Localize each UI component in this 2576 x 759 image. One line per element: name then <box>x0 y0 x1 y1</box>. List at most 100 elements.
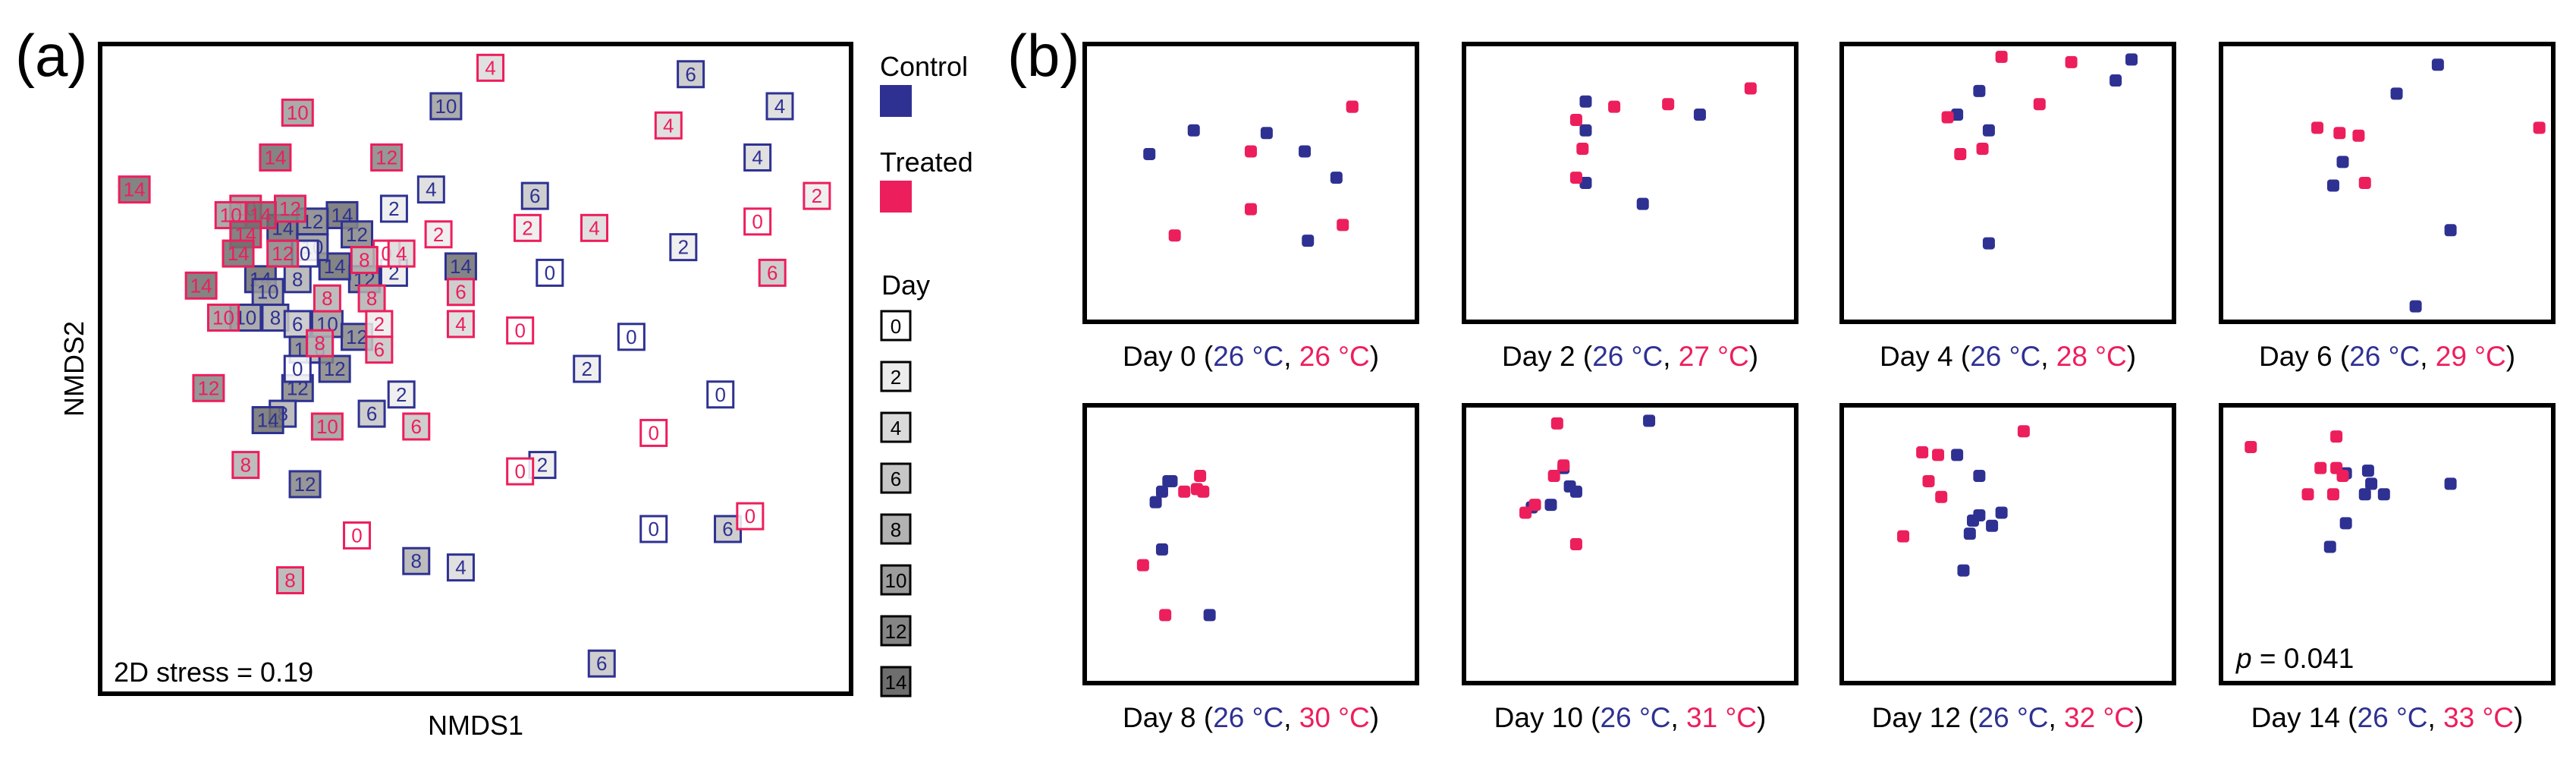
point-day-label: 8 <box>314 332 325 354</box>
control-point <box>2323 540 2336 553</box>
point-day-label: 14 <box>264 146 286 168</box>
point-day-label: 10 <box>435 95 457 118</box>
control-point <box>1957 564 1970 577</box>
treated-point: 12 <box>274 194 306 223</box>
treated-point <box>1569 113 1582 126</box>
point-day-label: 2 <box>522 216 532 239</box>
control-point <box>1636 197 1649 210</box>
caption-sep: , <box>1670 702 1686 733</box>
point-box <box>313 284 341 313</box>
legend-day-item: 2 <box>880 361 912 392</box>
caption-control-temp: 26 °C <box>2349 341 2420 372</box>
caption-control-temp: 26 °C <box>1601 702 1671 733</box>
treated-point <box>2314 461 2327 474</box>
control-point <box>1187 124 1200 137</box>
point-day-label: 10 <box>287 101 309 124</box>
control-point: 4 <box>765 92 794 121</box>
legend-day-value: 10 <box>885 569 907 592</box>
treated-point: 2 <box>513 213 542 242</box>
control-point: 12 <box>288 470 322 499</box>
subplot-frame <box>1839 403 2176 685</box>
control-point <box>1302 235 1315 247</box>
control-point: 12 <box>341 220 374 249</box>
treated-point <box>1337 219 1349 231</box>
control-point: 0 <box>617 323 646 351</box>
point-day-label: 8 <box>270 306 281 329</box>
point-day-label: 0 <box>514 319 525 342</box>
legend-day-swatch <box>880 615 912 647</box>
point-day-label: 14 <box>228 242 250 265</box>
treated-point: 6 <box>758 258 787 287</box>
point-day-label: 6 <box>767 261 778 284</box>
treated-point <box>1168 229 1181 242</box>
treated-point: 14 <box>259 143 292 172</box>
point-box <box>266 239 300 268</box>
legend-treated-label: Treated <box>880 146 973 178</box>
legend-control-swatch <box>880 85 912 117</box>
treated-point <box>2333 127 2346 140</box>
point-day-label: 6 <box>596 652 607 675</box>
legend-day-item: 4 <box>880 411 912 443</box>
control-point <box>1563 480 1576 493</box>
point-day-label: 14 <box>257 409 279 432</box>
caption-control-temp: 26 °C <box>1970 341 2040 372</box>
treated-point <box>2017 425 2030 438</box>
legend-day-title: Day <box>881 269 930 301</box>
legend-control-label: Control <box>880 51 968 82</box>
control-point <box>1643 414 1656 427</box>
legend: Control Treated Day 0 2 4 6 8 10 12 14 <box>880 51 973 698</box>
point-day-label: 12 <box>279 197 301 220</box>
point-box <box>365 335 394 364</box>
treated-point: 6 <box>446 278 475 307</box>
treated-point <box>1744 82 1757 95</box>
legend-day-swatch <box>880 361 912 392</box>
point-box <box>402 546 431 575</box>
control-point <box>1982 237 1995 250</box>
treated-point: 6 <box>402 412 431 441</box>
point-box <box>221 239 255 268</box>
legend-day-swatch <box>880 513 912 545</box>
subplot-caption: Day 10 (26 °C, 31 °C) <box>1494 702 1767 733</box>
point-day-label: 12 <box>324 357 346 380</box>
treated-point: 0 <box>343 521 372 550</box>
control-point <box>1260 127 1273 140</box>
treated-point: 10 <box>310 412 344 441</box>
caption-treated-temp: 30 °C <box>1299 702 1370 733</box>
point-box <box>476 53 505 82</box>
subplot-day-4: Day 4 (26 °C, 28 °C) <box>1839 42 2176 372</box>
point-day-label: 0 <box>300 242 310 265</box>
control-point <box>2377 488 2390 501</box>
treated-point: 4 <box>387 239 416 268</box>
point-day-label: 4 <box>426 178 436 201</box>
panel-a-label: (a) <box>15 22 87 89</box>
point-day-label: 4 <box>455 313 466 335</box>
point-day-label: 12 <box>375 146 397 168</box>
point-box <box>743 143 772 172</box>
treated-point <box>1662 98 1675 111</box>
legend-day-item: 6 <box>880 462 912 494</box>
control-point: 2 <box>669 233 698 262</box>
point-box <box>654 111 683 140</box>
treated-point: 12 <box>266 239 300 268</box>
point-box <box>283 354 312 383</box>
point-day-label: 4 <box>455 556 466 579</box>
treated-point: 10 <box>206 303 240 332</box>
treated-point <box>1346 100 1359 113</box>
point-box <box>677 60 705 89</box>
treated-point <box>1995 50 2008 63</box>
point-day-label: 6 <box>292 313 303 335</box>
subplot-frame <box>2219 42 2556 324</box>
legend-day-value: 12 <box>885 620 907 643</box>
control-point <box>1299 145 1312 158</box>
caption-close: ) <box>1370 702 1379 733</box>
subplot-frame <box>1839 42 2176 324</box>
treated-point: 8 <box>357 284 386 313</box>
point-day-label: 6 <box>529 184 540 207</box>
panel-a-plot-frame <box>98 42 853 696</box>
caption-sep: , <box>2427 702 2443 733</box>
subplot-caption: Day 6 (26 °C, 29 °C) <box>2259 341 2515 372</box>
control-point <box>1995 506 2008 519</box>
treated-point <box>1136 559 1149 572</box>
point-day-label: 10 <box>212 306 234 329</box>
point-day-label: 2 <box>374 313 385 335</box>
